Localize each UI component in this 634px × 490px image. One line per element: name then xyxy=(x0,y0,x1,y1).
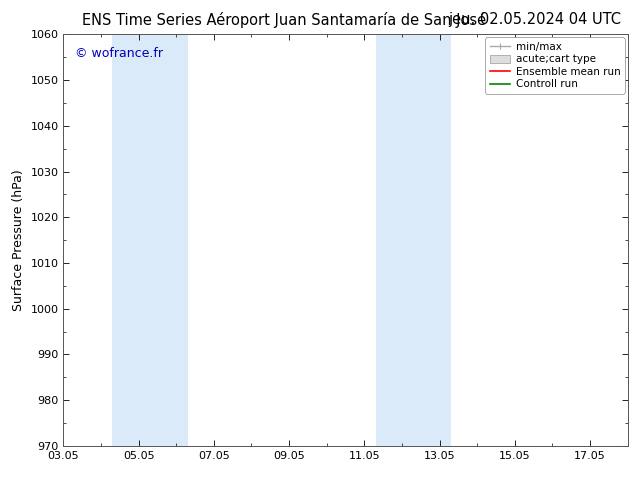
Text: ENS Time Series Aéroport Juan Santamaría de San José: ENS Time Series Aéroport Juan Santamaría… xyxy=(82,12,486,28)
Y-axis label: Surface Pressure (hPa): Surface Pressure (hPa) xyxy=(12,169,25,311)
Text: © wofrance.fr: © wofrance.fr xyxy=(75,47,163,60)
Text: jeu. 02.05.2024 04 UTC: jeu. 02.05.2024 04 UTC xyxy=(448,12,621,27)
Bar xyxy=(375,34,451,446)
Bar xyxy=(112,34,188,446)
Legend: min/max, acute;cart type, Ensemble mean run, Controll run: min/max, acute;cart type, Ensemble mean … xyxy=(486,37,624,94)
